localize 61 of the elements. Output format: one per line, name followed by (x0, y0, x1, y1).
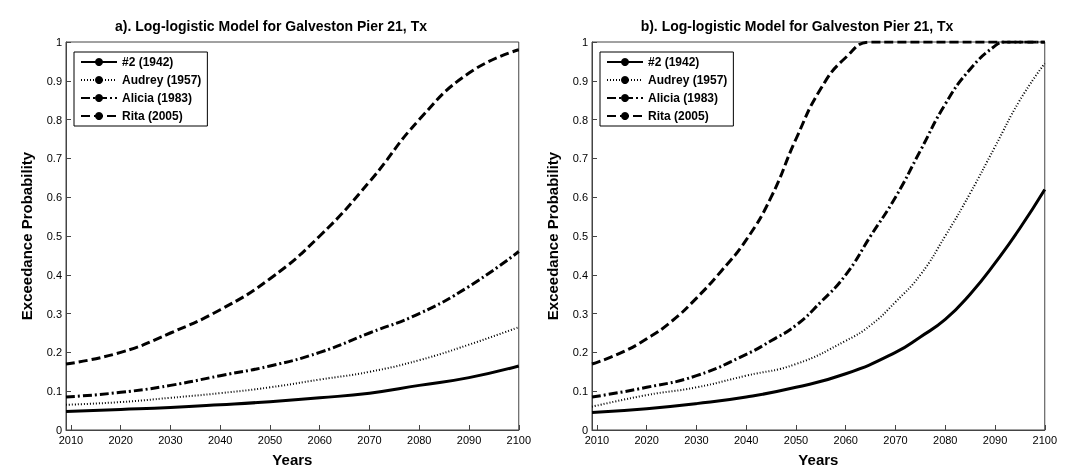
legend-label: Audrey (1957) (122, 73, 202, 87)
x-tick-label: 2010 (58, 433, 84, 446)
x-tick-label: 2100 (1032, 433, 1058, 446)
y-tick-label: 0.4 (572, 268, 588, 281)
line-series (65, 326, 520, 406)
x-tick-label: 2060 (307, 433, 332, 446)
x-tick-label: 2040 (734, 433, 759, 446)
y-tick-label: 0 (581, 424, 588, 436)
x-axis-title: Years (272, 451, 313, 468)
y-tick-label: 0.5 (46, 230, 62, 242)
y-tick-label: 0.4 (46, 268, 62, 281)
y-tick-label: 0 (55, 424, 62, 436)
legend-label: Audrey (1957) (648, 73, 728, 87)
y-tick-label: 0.7 (572, 152, 588, 165)
y-tick-label: 1 (55, 36, 62, 48)
x-tick-label: 2090 (982, 433, 1008, 446)
x-tick-label: 2030 (684, 433, 709, 446)
y-tick-label: 0.8 (46, 113, 62, 126)
legend-label: Alicia (1983) (122, 91, 193, 105)
y-tick-label: 0.1 (46, 385, 62, 398)
y-tick-label: 0.3 (572, 307, 588, 320)
y-tick-label: 0.9 (46, 74, 62, 87)
y-tick-label: 0.2 (46, 346, 62, 359)
x-tick-label: 2040 (208, 433, 233, 446)
y-tick-label: 0.9 (572, 74, 588, 87)
x-tick-label: 2020 (634, 433, 659, 446)
y-tick-label: 0.2 (572, 346, 588, 359)
chart-title: b). Log-logistic Model for Galveston Pier 21, Tx (640, 18, 954, 34)
y-axis-title: Exceedance Probability (18, 151, 35, 321)
y-tick-label: 0.6 (572, 191, 588, 204)
x-tick-label: 2030 (158, 433, 183, 446)
x-tick-label: 2020 (108, 433, 133, 446)
y-tick-label: 0.8 (572, 113, 588, 126)
line-series (590, 187, 1047, 415)
x-tick-label: 2060 (833, 433, 858, 446)
y-axis-title: Exceedance Probability (544, 151, 561, 321)
line-series (64, 250, 521, 399)
x-tick-label: 2070 (357, 433, 382, 446)
x-tick-label: 2050 (783, 433, 809, 446)
y-tick-label: 0.6 (46, 191, 62, 204)
x-tick-label: 2080 (933, 433, 958, 446)
legend-label: Rita (2005) (648, 109, 709, 123)
y-tick-label: 1 (581, 36, 588, 48)
x-tick-label: 2070 (883, 433, 908, 446)
y-tick-label: 0.3 (46, 307, 62, 320)
legend-label: #2 (1942) (648, 55, 700, 69)
y-tick-label: 0.5 (572, 230, 588, 242)
chart-title: a). Log-logistic Model for Galveston Pier 21, Tx (115, 18, 428, 34)
x-axis-title: Years (798, 451, 839, 468)
x-tick-label: 2080 (407, 433, 432, 446)
y-tick-label: 0.1 (572, 385, 588, 398)
x-tick-label: 2050 (257, 433, 283, 446)
legend-label: Rita (2005) (122, 109, 183, 123)
legend-label: Alicia (1983) (648, 91, 719, 105)
y-tick-label: 0.7 (46, 152, 62, 165)
line-series (64, 364, 521, 413)
x-tick-label: 2010 (584, 433, 610, 446)
x-tick-label: 2090 (456, 433, 482, 446)
x-tick-label: 2100 (506, 433, 532, 446)
line-series (64, 48, 521, 366)
legend-label: #2 (1942) (122, 55, 174, 69)
